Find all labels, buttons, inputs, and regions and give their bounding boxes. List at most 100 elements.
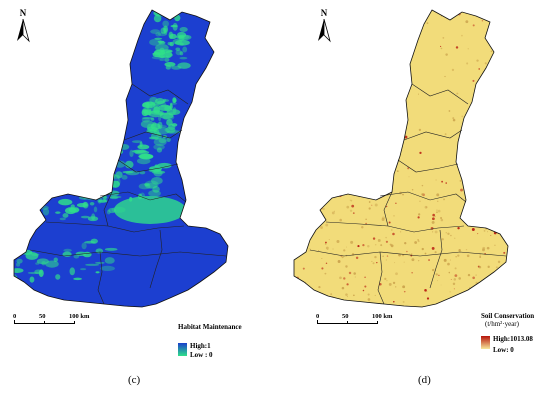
soil-speckle bbox=[467, 48, 469, 50]
soil-speckle bbox=[510, 239, 512, 241]
habitat-patch bbox=[100, 265, 116, 272]
soil-speckle bbox=[457, 144, 461, 148]
soil-speckle bbox=[435, 273, 438, 276]
soil-speckle bbox=[313, 193, 315, 195]
habitat-patch bbox=[97, 139, 110, 142]
habitat-patch bbox=[89, 178, 102, 183]
habitat-patch bbox=[171, 65, 182, 70]
soil-speckle bbox=[486, 231, 489, 233]
habitat-patch bbox=[172, 107, 177, 114]
soil-speckle bbox=[399, 231, 402, 233]
soil-speckle bbox=[472, 79, 475, 82]
soil-speckle bbox=[352, 212, 355, 214]
soil-speckle bbox=[506, 185, 508, 189]
soil-speckle bbox=[307, 190, 310, 193]
habitat-patch bbox=[98, 199, 108, 203]
soil-speckle bbox=[393, 215, 395, 217]
habitat-patch bbox=[14, 268, 24, 274]
habitat-patch bbox=[94, 183, 102, 186]
habitat-patch bbox=[51, 178, 55, 183]
soil-speckle bbox=[336, 304, 339, 306]
soil-speckle bbox=[488, 301, 490, 303]
soil-speckle bbox=[404, 242, 407, 245]
county-border bbox=[379, 191, 467, 203]
habitat-patch bbox=[169, 102, 177, 105]
soil-speckle bbox=[486, 294, 488, 297]
soil-speckle bbox=[490, 50, 493, 53]
soil-speckle bbox=[452, 118, 456, 122]
habitat-patch bbox=[90, 140, 105, 144]
habitat-patch bbox=[142, 101, 156, 109]
habitat-patch bbox=[0, 241, 2, 248]
soil-speckle bbox=[426, 297, 430, 300]
soil-speckle bbox=[314, 108, 317, 111]
soil-speckle bbox=[411, 258, 415, 262]
habitat-patch bbox=[91, 213, 96, 221]
soil-speckle bbox=[482, 248, 485, 252]
soil-speckle bbox=[384, 277, 387, 281]
soil-speckle bbox=[327, 248, 329, 250]
habitat-patch bbox=[140, 120, 154, 128]
county-border bbox=[397, 159, 459, 173]
soil-speckle bbox=[333, 134, 336, 137]
soil-speckle bbox=[308, 230, 310, 233]
soil-speckle bbox=[330, 163, 333, 167]
soil-speckle bbox=[382, 255, 384, 258]
soil-speckle bbox=[475, 274, 477, 276]
soil-speckle bbox=[343, 249, 346, 252]
habitat-patch bbox=[176, 34, 190, 40]
soil-speckle bbox=[415, 308, 416, 309]
soil-speckle bbox=[322, 207, 325, 211]
soil-speckle bbox=[345, 293, 348, 296]
soil-speckle bbox=[410, 253, 413, 256]
habitat-patch bbox=[177, 31, 187, 39]
soil-speckle bbox=[478, 68, 481, 70]
soil-speckle bbox=[345, 265, 348, 268]
soil-speckle bbox=[443, 258, 447, 262]
soil-speckle bbox=[294, 281, 296, 284]
soil-speckle bbox=[478, 265, 482, 269]
soil-speckle bbox=[346, 113, 349, 116]
soil-speckle bbox=[357, 153, 360, 155]
soil-speckle bbox=[291, 171, 293, 173]
soil-speckle bbox=[474, 224, 476, 227]
soil-speckle bbox=[463, 186, 466, 189]
soil-speckle bbox=[395, 202, 397, 204]
soil-speckle bbox=[346, 16, 349, 20]
soil-speckle bbox=[417, 239, 419, 241]
soil-speckle bbox=[309, 182, 313, 186]
soil-speckle bbox=[440, 284, 442, 286]
soil-speckle bbox=[362, 243, 365, 247]
habitat-patch bbox=[104, 247, 118, 251]
soil-speckle bbox=[355, 256, 359, 260]
legend-unit: (t/hm²·year) bbox=[485, 320, 519, 328]
habitat-patch bbox=[163, 25, 169, 34]
habitat-patch bbox=[80, 215, 90, 219]
soil-speckle bbox=[365, 222, 368, 225]
soil-speckle bbox=[346, 296, 348, 298]
habitat-patch bbox=[159, 112, 174, 120]
soil-speckle bbox=[354, 276, 356, 278]
soil-speckle bbox=[436, 209, 438, 211]
soil-speckle bbox=[453, 288, 455, 290]
soil-speckle bbox=[418, 260, 420, 262]
soil-speckle bbox=[381, 218, 385, 221]
soil-speckle bbox=[351, 150, 355, 154]
soil-speckle bbox=[472, 24, 475, 27]
soil-speckle bbox=[467, 301, 470, 304]
soil-speckle bbox=[391, 229, 393, 231]
north-arrow-icon bbox=[17, 19, 30, 43]
soil-speckle bbox=[343, 166, 346, 169]
habitat-patch bbox=[153, 49, 165, 58]
soil-speckle bbox=[373, 13, 376, 16]
soil-speckle bbox=[479, 253, 482, 256]
soil-speckle bbox=[497, 260, 501, 264]
soil-speckle bbox=[417, 216, 420, 219]
soil-speckle bbox=[393, 300, 395, 303]
soil-speckle bbox=[376, 135, 379, 139]
habitat-patch bbox=[116, 149, 124, 155]
soil-speckle bbox=[324, 243, 327, 245]
soil-speckle bbox=[434, 251, 437, 254]
habitat-patch bbox=[149, 38, 163, 46]
soil-speckle bbox=[515, 224, 516, 225]
